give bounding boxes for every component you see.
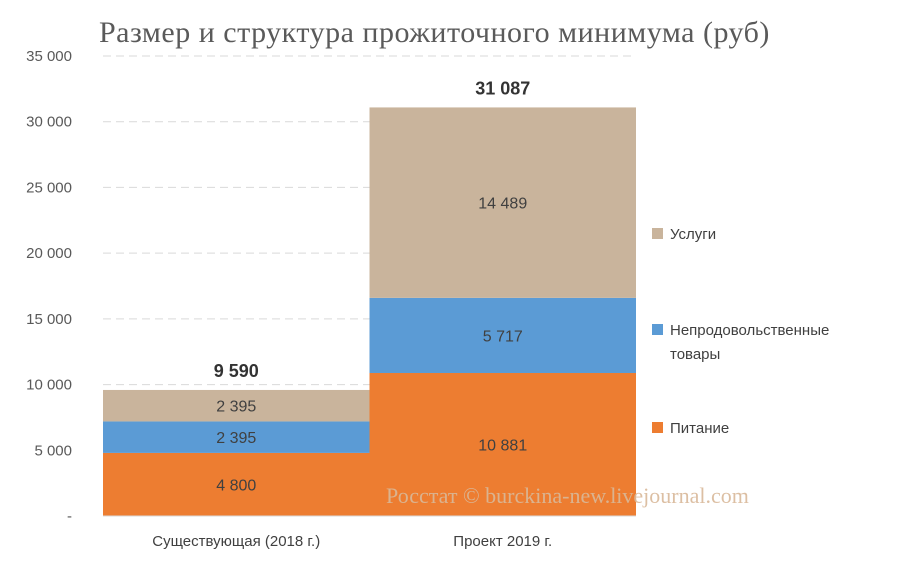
y-tick-label: 25 000 [26, 179, 72, 196]
data-label: 2 395 [216, 399, 256, 416]
chart-title: Размер и структура прожиточного минимума… [99, 16, 770, 49]
legend-swatch [652, 228, 663, 239]
data-label: 5 717 [483, 328, 523, 345]
legend-label: Услуги [670, 226, 716, 243]
legend-label: Непродовольственные товары [670, 322, 829, 363]
y-tick-label: 20 000 [26, 245, 72, 262]
legend: Услуги Непродовольственные товары Питание [652, 226, 829, 437]
watermark-text: Росстат © burckina-new.livejournal.com [386, 483, 749, 508]
x-axis: Существующая (2018 г.) Проект 2019 г. [103, 515, 636, 550]
total-label: 31 087 [475, 78, 530, 98]
data-label: 10 881 [478, 437, 527, 454]
total-label: 9 590 [214, 361, 259, 381]
legend-swatch [652, 324, 663, 335]
y-tick-label: 35 000 [26, 48, 72, 65]
y-tick-label: 10 000 [26, 377, 72, 394]
y-tick-label: 30 000 [26, 114, 72, 131]
bar-segment [103, 452, 370, 516]
bars: 4 800 2 395 2 395 9 590 10 881 5 717 14 489 31 … [103, 78, 636, 516]
bar-segment [369, 297, 636, 373]
y-tick-label: - [67, 508, 72, 525]
y-tick-label: 15 000 [26, 311, 72, 328]
bar-segment [103, 421, 370, 453]
bar-segment [103, 389, 370, 422]
legend-label: Питание [670, 420, 729, 437]
bar-segment [369, 372, 636, 516]
data-label: 4 800 [216, 477, 256, 494]
legend-swatch [652, 422, 663, 433]
x-tick-label: Проект 2019 г. [453, 533, 552, 550]
y-tick-label: 5 000 [34, 442, 72, 459]
data-label: 14 489 [478, 196, 527, 213]
y-axis: - 5 000 10 000 15 000 20 000 25 000 30 000 35 0… [26, 48, 72, 525]
x-tick-label: Существующая (2018 г.) [152, 533, 320, 550]
bar-segment [369, 107, 636, 298]
data-label: 2 395 [216, 430, 256, 447]
